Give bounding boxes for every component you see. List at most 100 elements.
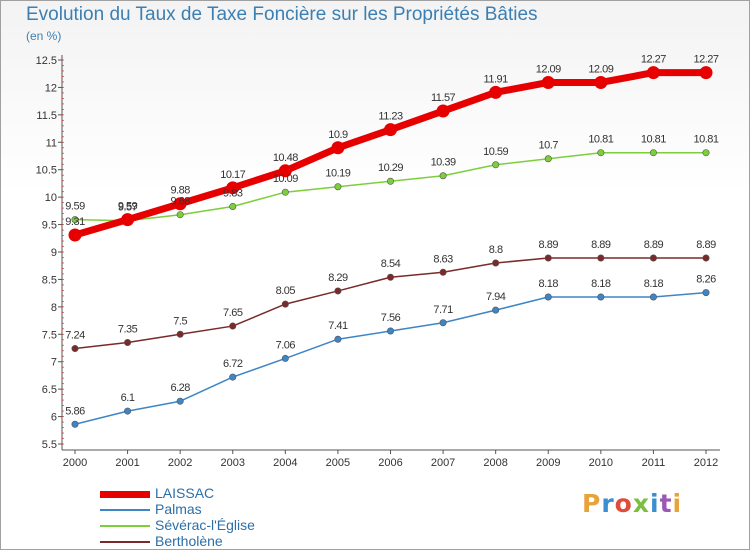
data-point (386, 273, 394, 281)
y-tick-label: 7 (51, 357, 57, 369)
data-label: 9.57 (118, 202, 138, 214)
data-label: 10.81 (641, 134, 666, 146)
data-point (439, 319, 447, 327)
data-point (492, 306, 500, 314)
x-tick-label: 2003 (221, 457, 245, 469)
data-label: 8.89 (591, 239, 611, 251)
data-point (702, 289, 710, 297)
data-label: 7.41 (328, 320, 348, 332)
data-point (334, 287, 342, 295)
data-label: 8.8 (489, 244, 503, 256)
data-label: 7.94 (486, 291, 506, 303)
y-tick-label: 7.5 (42, 329, 57, 341)
x-tick-label: 2011 (642, 457, 666, 469)
data-point (649, 149, 657, 157)
data-label: 10.7 (539, 140, 559, 152)
legend-swatch (100, 525, 150, 527)
data-label: 8.18 (644, 278, 664, 290)
data-label: 11.23 (378, 111, 403, 123)
data-label: 7.06 (276, 339, 296, 351)
data-point (68, 228, 82, 242)
data-point (281, 354, 289, 362)
data-point (229, 202, 237, 210)
data-label: 9.83 (223, 187, 243, 199)
data-point (597, 293, 605, 301)
data-label: 8.89 (539, 239, 559, 251)
data-point (176, 397, 184, 405)
data-label: 10.19 (325, 168, 350, 180)
y-tick-label: 5.5 (42, 439, 57, 451)
x-tick-label: 2004 (273, 457, 297, 469)
data-label: 6.72 (223, 358, 243, 370)
data-point (646, 66, 660, 80)
legend-label: Sévérac-l'Église (155, 517, 255, 533)
data-label: 9.59 (118, 201, 138, 213)
legend-label: LAISSAC (155, 485, 215, 501)
data-label: 9.59 (65, 201, 85, 213)
data-point (124, 339, 132, 347)
legend-swatch (100, 509, 150, 511)
legend-swatch (100, 490, 150, 498)
data-point (544, 155, 552, 163)
y-tick-label: 12 (45, 82, 57, 94)
data-point (226, 181, 240, 195)
data-label: 7.5 (173, 315, 187, 327)
data-label: 6.1 (121, 392, 135, 404)
x-tick-label: 2000 (63, 457, 87, 469)
data-label: 5.86 (65, 405, 85, 417)
data-point (121, 213, 135, 227)
data-label: 8.05 (276, 285, 296, 297)
data-point (334, 183, 342, 191)
data-label: 8.89 (644, 239, 664, 251)
data-point (544, 254, 552, 262)
data-label: 10.17 (220, 169, 245, 181)
data-label: 6.28 (170, 382, 190, 394)
legend-label: Bertholène (155, 533, 223, 549)
data-point (492, 259, 500, 267)
data-point (173, 197, 187, 211)
data-label: 7.35 (118, 324, 138, 336)
data-point (71, 420, 79, 428)
data-point (124, 407, 132, 415)
data-point (384, 123, 397, 137)
data-point (278, 164, 292, 178)
series-line (71, 69, 710, 239)
data-point (71, 216, 79, 224)
x-tick-label: 2007 (431, 457, 455, 469)
y-tick-label: 6 (51, 412, 57, 424)
data-label: 9.68 (170, 196, 190, 208)
data-label: 8.18 (591, 278, 611, 290)
data-point (649, 293, 657, 301)
data-point (176, 330, 184, 338)
data-label: 8.63 (433, 253, 453, 265)
data-label: 12.09 (536, 63, 561, 75)
y-tick-label: 9.5 (42, 220, 57, 232)
series-line (74, 257, 707, 350)
y-tick-label: 6.5 (42, 384, 57, 396)
data-label: 11.57 (431, 92, 456, 104)
data-label: 12.27 (641, 54, 666, 66)
data-point (699, 66, 713, 80)
data-point (229, 373, 237, 381)
y-tick-label: 8.5 (42, 274, 57, 286)
data-point (649, 254, 657, 262)
x-tick-label: 2010 (589, 457, 613, 469)
y-tick-label: 11 (46, 137, 57, 149)
chart-title: Evolution du Taux de Taxe Foncière sur l… (26, 4, 538, 25)
legend-label: Palmas (155, 501, 202, 517)
data-point (439, 172, 447, 180)
data-point (386, 177, 394, 185)
data-label: 12.27 (693, 54, 718, 66)
data-label: 10.39 (431, 157, 456, 169)
x-tick-label: 2012 (694, 457, 718, 469)
data-point (492, 161, 500, 169)
data-label: 10.48 (273, 152, 298, 164)
data-label: 8.29 (328, 272, 348, 284)
data-label: 10.81 (588, 134, 613, 146)
x-tick-label: 2009 (536, 457, 560, 469)
data-label: 10.09 (273, 173, 298, 185)
data-point (176, 211, 184, 219)
y-tick-label: 8 (51, 302, 57, 314)
data-point (544, 293, 552, 301)
data-label: 8.89 (696, 239, 716, 251)
